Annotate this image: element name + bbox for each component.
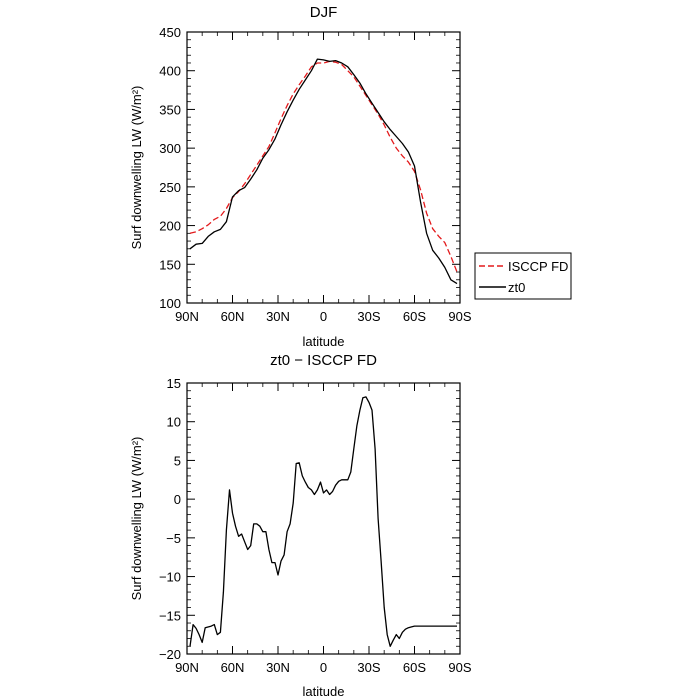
bottom-ticks: −20 −15 −10 −5 0 5 10 15 90N 60N 30N 0 30S 60S 90S xyxy=(159,376,472,675)
top-x-tick-label: 60N xyxy=(221,309,245,324)
bottom-y-axis-label: Surf downwelling LW (W/m²) xyxy=(129,437,144,601)
legend: ISCCP FD zt0 xyxy=(474,252,572,300)
top-y-tick-label: 200 xyxy=(159,219,181,234)
bottom-x-axis-label: latitude xyxy=(303,684,345,699)
top-series-line-1 xyxy=(189,58,458,285)
bottom-y-tick-label: 5 xyxy=(174,453,181,468)
top-x-axis-label: latitude xyxy=(303,334,345,349)
bottom-y-tick-label: 10 xyxy=(167,415,181,430)
top-y-axis-label: Surf downwelling LW (W/m²) xyxy=(129,86,144,250)
bottom-y-tick-label: −10 xyxy=(159,570,181,585)
legend-label-isccp-fd: ISCCP FD xyxy=(508,259,568,274)
bottom-y-tick-label: −5 xyxy=(166,531,181,546)
bottom-y-tick-label: 0 xyxy=(174,492,181,507)
top-plot-frame xyxy=(186,31,461,304)
bottom-series-group xyxy=(189,396,457,647)
legend-box xyxy=(474,252,572,300)
top-x-tick-label: 90S xyxy=(448,309,471,324)
top-y-tick-label: 300 xyxy=(159,141,181,156)
top-x-tick-label: 30S xyxy=(357,309,380,324)
top-x-tick-label: 0 xyxy=(320,309,327,324)
bottom-x-tick-label: 30N xyxy=(266,660,290,675)
top-title: DJF xyxy=(310,4,338,21)
top-y-tick-label: 100 xyxy=(159,296,181,311)
bottom-plot-frame xyxy=(186,382,461,655)
bottom-x-tick-label: 0 xyxy=(320,660,327,675)
bottom-y-tick-label: −15 xyxy=(159,608,181,623)
top-x-tick-label: 90N xyxy=(175,309,199,324)
bottom-title: zt0 − ISCCP FD xyxy=(270,352,377,369)
bottom-x-tick-label: 60S xyxy=(403,660,426,675)
bottom-x-tick-label: 30S xyxy=(357,660,380,675)
top-y-tick-label: 400 xyxy=(159,64,181,79)
top-x-tick-label: 60S xyxy=(403,309,426,324)
top-panel: DJF 100 150 200 250 300 350 400 450 90N 60N 30N 0 30… xyxy=(129,4,572,349)
bottom-y-tick-label: 15 xyxy=(167,376,181,391)
top-series-group xyxy=(189,58,458,285)
bottom-y-tick-label: −20 xyxy=(159,647,181,662)
bottom-series-line-0 xyxy=(189,396,457,647)
bottom-x-tick-label: 90N xyxy=(175,660,199,675)
top-x-tick-label: 30N xyxy=(266,309,290,324)
bottom-panel: zt0 − ISCCP FD −20 −15 −10 −5 0 5 10 15 90N 60N 30… xyxy=(129,352,472,699)
top-ticks: 100 150 200 250 300 350 400 450 90N 60N 30N 0 30S 60S… xyxy=(159,25,472,324)
top-y-tick-label: 150 xyxy=(159,257,181,272)
bottom-x-tick-label: 60N xyxy=(221,660,245,675)
top-y-tick-label: 350 xyxy=(159,102,181,117)
top-y-tick-label: 450 xyxy=(159,25,181,40)
bottom-x-tick-label: 90S xyxy=(448,660,471,675)
legend-label-zt0: zt0 xyxy=(508,280,525,295)
top-series-line-0 xyxy=(189,60,458,273)
top-y-tick-label: 250 xyxy=(159,180,181,195)
